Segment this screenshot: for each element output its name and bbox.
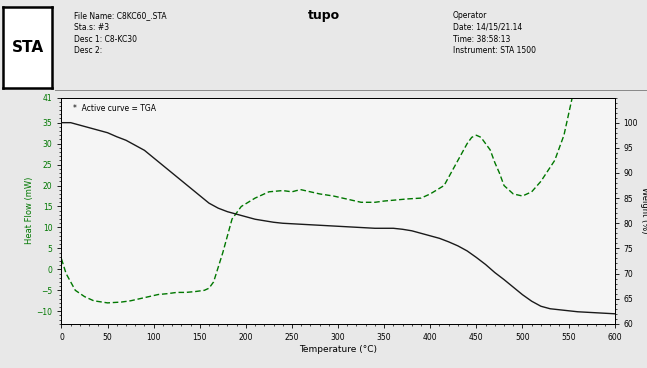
Text: Operator
Date: 14/15/21.14
Time: 38:58:13
Instrument: STA 1500: Operator Date: 14/15/21.14 Time: 38:58:1… — [453, 11, 536, 56]
Text: tupo: tupo — [307, 9, 340, 22]
Text: File Name: C8KC60_.STA
Sta.s: #3
Desc 1: C8-KC30
Desc 2:: File Name: C8KC60_.STA Sta.s: #3 Desc 1:… — [74, 11, 167, 56]
X-axis label: Temperature (°C): Temperature (°C) — [299, 345, 377, 354]
Y-axis label: Heat Flow (mW): Heat Flow (mW) — [25, 177, 34, 244]
Y-axis label: Weight (%): Weight (%) — [641, 187, 647, 234]
Text: *  Active curve = TGA: * Active curve = TGA — [72, 104, 155, 113]
Text: STA: STA — [12, 40, 43, 55]
